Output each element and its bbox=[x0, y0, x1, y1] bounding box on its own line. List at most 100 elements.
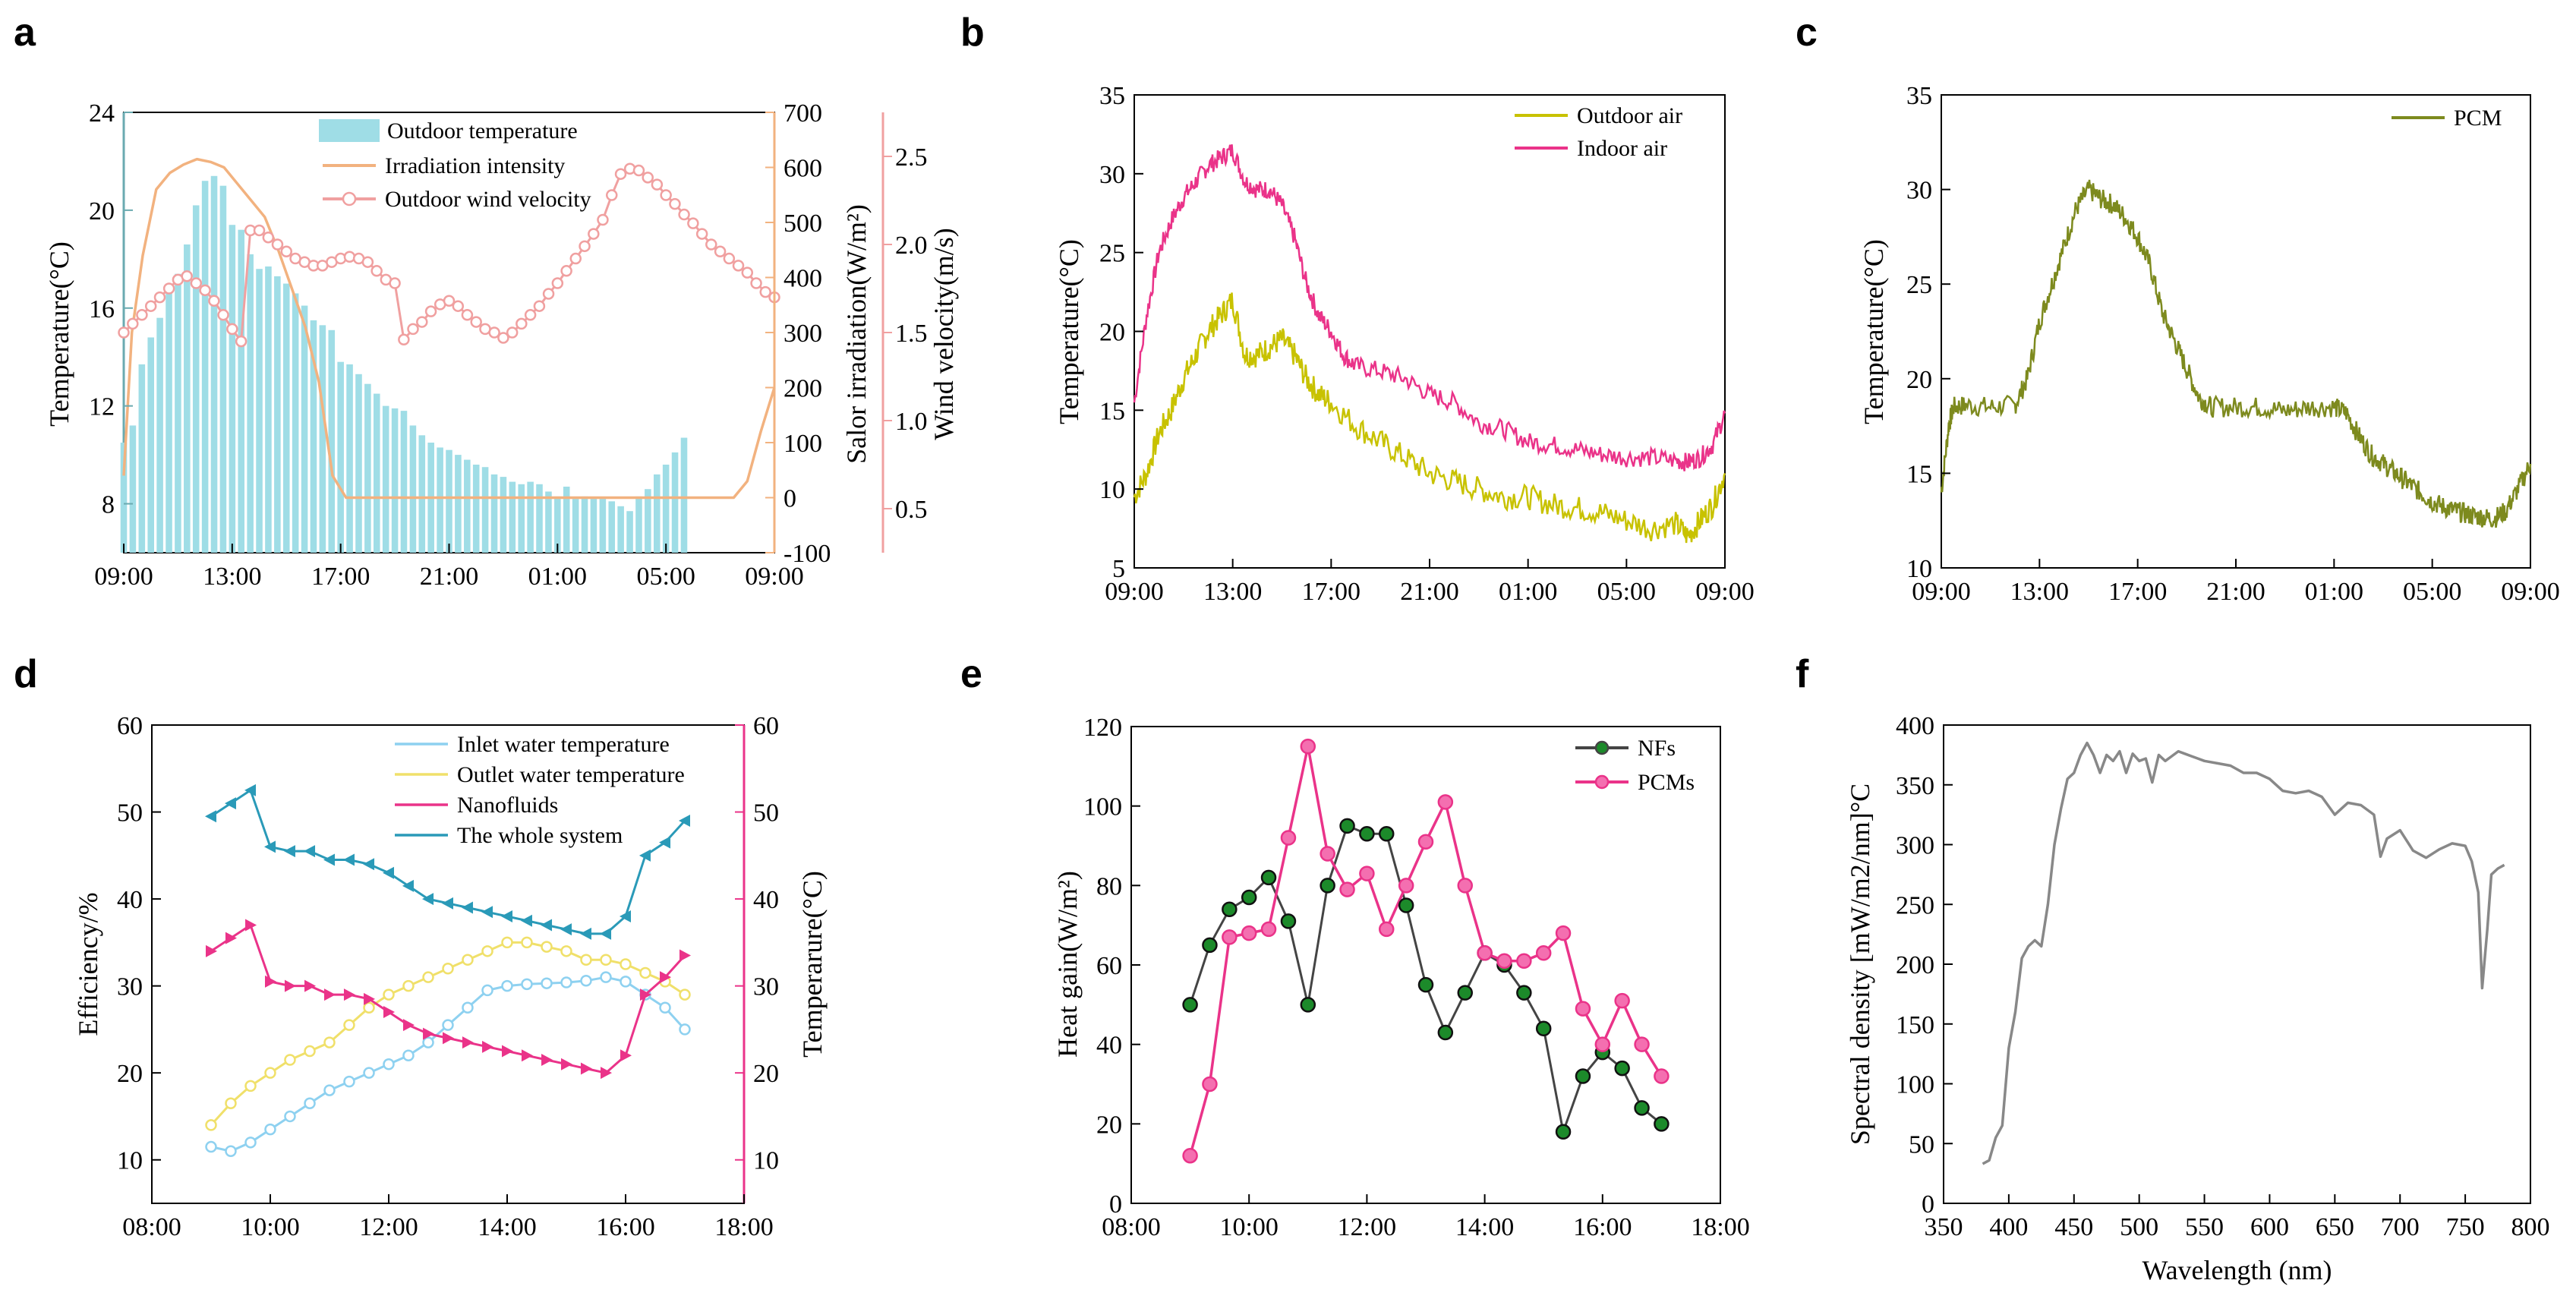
temperature-bar bbox=[599, 499, 607, 553]
series-3-point bbox=[560, 923, 572, 936]
temperature-bar bbox=[364, 383, 371, 553]
pcms-point bbox=[1614, 992, 1630, 1009]
chart-panel-b: 09:00 13:00 17:00 21:00 01:00 05:00 09:0051015… bbox=[1054, 82, 1755, 606]
series-1-point bbox=[620, 958, 632, 970]
wind-point bbox=[597, 213, 609, 226]
chart-panel-f: 350 400 450 500 550 600 650 700 750 800 0 50 100 150 2… bbox=[1845, 712, 2550, 1285]
wind-point bbox=[524, 309, 537, 321]
panel-b-x-tick-label: 17:00 bbox=[1302, 578, 1361, 606]
series-1-point bbox=[225, 1097, 237, 1110]
panel-c-y-tick-label: 20 bbox=[1906, 366, 1932, 394]
wind-point bbox=[127, 317, 139, 330]
pcms-point bbox=[1398, 878, 1414, 894]
temperature-bar bbox=[247, 254, 254, 553]
wind-point bbox=[695, 228, 708, 240]
series-0-point bbox=[323, 1084, 336, 1096]
temperature-bar bbox=[391, 408, 399, 553]
nfs-point bbox=[1614, 1060, 1630, 1077]
panel-c-x-tick-label: 09:00 bbox=[2501, 578, 2559, 606]
wind-point bbox=[226, 323, 238, 336]
wind-point bbox=[452, 300, 465, 312]
series-3-point bbox=[422, 893, 434, 906]
wind-point bbox=[208, 295, 220, 307]
panel-f-y-tick-label: 400 bbox=[1896, 712, 1934, 740]
wind-point bbox=[443, 295, 456, 307]
series-2-point bbox=[265, 975, 276, 988]
temperature-bar bbox=[536, 484, 543, 553]
temperature-bar bbox=[671, 452, 679, 553]
wind-point bbox=[651, 178, 664, 191]
panel-f-x-tick-label: 350 bbox=[1925, 1213, 1963, 1241]
wind-point bbox=[614, 168, 627, 180]
wind-point bbox=[253, 224, 266, 237]
panel-e-y-tick-label: 40 bbox=[1096, 1032, 1122, 1060]
panel-a-irr-y-tick-label: 500 bbox=[784, 210, 822, 238]
series-1-point bbox=[541, 941, 553, 953]
panel-c-y-tick-label: 15 bbox=[1906, 460, 1932, 488]
wind-point bbox=[217, 309, 229, 321]
panel-label-c: c bbox=[1796, 11, 1818, 55]
panel-f-x-tick-label: 600 bbox=[2250, 1213, 2289, 1241]
nfs-point bbox=[1634, 1100, 1650, 1116]
panel-f-y-tick-label: 250 bbox=[1896, 891, 1934, 919]
pcms-point bbox=[1477, 945, 1493, 961]
panel-d-x-tick-label: 14:00 bbox=[478, 1213, 536, 1241]
panel-a-wind-y-tick-label: 1.0 bbox=[895, 408, 928, 436]
series-0-point bbox=[560, 976, 572, 988]
legend-series-3-label: The whole system bbox=[457, 823, 623, 848]
series-2-point bbox=[482, 1040, 494, 1053]
series-0-point bbox=[442, 1019, 454, 1031]
pcms-point bbox=[1516, 953, 1532, 970]
series-0-point bbox=[620, 976, 632, 988]
series-1-point bbox=[304, 1045, 316, 1058]
temperature-bar bbox=[680, 437, 688, 553]
legend-irradiation-label: Irradiation intensity bbox=[385, 153, 565, 178]
series-1-point bbox=[600, 954, 612, 966]
panel-b-x-tick-label: 09:00 bbox=[1695, 578, 1754, 606]
panel-a-irr-y-tick-label: -100 bbox=[784, 540, 831, 568]
panel-a-x-tick-label: 13:00 bbox=[203, 563, 261, 591]
panel-label-f: f bbox=[1796, 652, 1809, 696]
series-1-point bbox=[363, 1001, 375, 1014]
temperature-bar bbox=[147, 337, 154, 553]
series-1-point bbox=[343, 1019, 355, 1031]
nfs-point bbox=[1398, 897, 1414, 913]
series-2-point bbox=[225, 932, 237, 944]
panel-d-right-y-tick-label: 20 bbox=[753, 1060, 779, 1088]
pcms-point bbox=[1359, 865, 1375, 881]
legend-temperature-swatch bbox=[319, 119, 380, 142]
temperature-bar bbox=[274, 276, 281, 553]
series-1-point bbox=[442, 962, 454, 975]
temperature-bar bbox=[400, 411, 408, 553]
panel-f-ylabel: Spectral density [mW/m2/nm]°C bbox=[1845, 783, 1875, 1145]
pcms-point bbox=[1654, 1068, 1670, 1084]
wind-point bbox=[470, 316, 482, 328]
panel-label-e: e bbox=[960, 652, 982, 696]
panel-a-temp-y-tick-label: 12 bbox=[89, 393, 115, 421]
nfs-point bbox=[1260, 869, 1277, 886]
wind-point bbox=[579, 240, 591, 253]
chart-panel-e: 08:00 10:00 12:00 14:00 16:00 18:00 0 20 40 60 80 1… bbox=[1052, 714, 1750, 1241]
series-3-point bbox=[501, 910, 512, 922]
series-3-point bbox=[264, 840, 276, 853]
panel-a-wind-y-tick-label: 0.5 bbox=[895, 496, 928, 524]
series-1-point bbox=[580, 954, 592, 966]
nfs-point bbox=[1202, 937, 1218, 954]
nfs-point bbox=[1535, 1020, 1552, 1036]
series-1-point bbox=[639, 966, 651, 979]
plot-frame bbox=[1134, 94, 1726, 569]
series-1-point bbox=[560, 945, 572, 957]
temperature-bar bbox=[509, 481, 516, 553]
panel-d-right-y-tick-label: 60 bbox=[753, 712, 779, 740]
wind-point bbox=[361, 256, 374, 268]
wind-point bbox=[714, 245, 727, 258]
panel-c-x-tick-label: 13:00 bbox=[2010, 578, 2069, 606]
panel-a-x-tick-label: 05:00 bbox=[636, 563, 695, 591]
temperature-bar bbox=[635, 496, 642, 553]
pcms-point bbox=[1457, 878, 1474, 894]
temperature-bar bbox=[138, 364, 146, 553]
legend-pcms-marker bbox=[1594, 774, 1610, 790]
pcms-point bbox=[1182, 1147, 1198, 1164]
panel-f-x-tick-label: 750 bbox=[2446, 1213, 2485, 1241]
wind-point bbox=[262, 231, 275, 244]
